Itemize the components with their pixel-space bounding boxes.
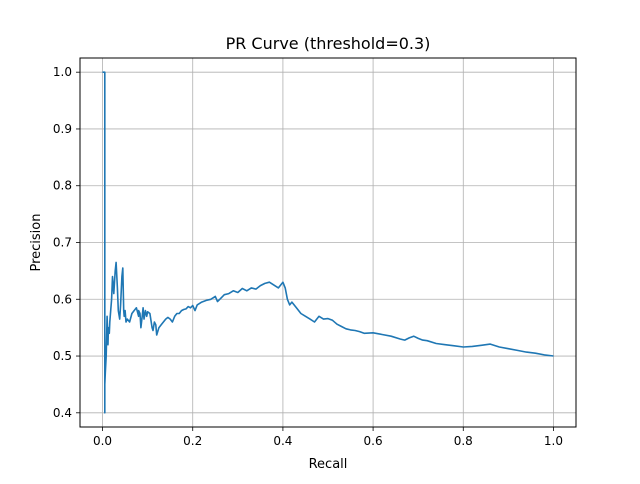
x-axis-label: Recall — [309, 457, 348, 472]
y-tick-label: 0.8 — [53, 179, 72, 193]
y-tick-label: 0.5 — [53, 349, 72, 363]
series-layer — [102, 71, 554, 414]
x-tick-label: 0.4 — [273, 434, 292, 448]
x-tick-label: 0.0 — [93, 434, 112, 448]
x-tick-label: 0.8 — [454, 434, 473, 448]
grid — [80, 58, 576, 427]
x-tick-label: 0.6 — [364, 434, 383, 448]
y-tick-label: 0.7 — [53, 236, 72, 250]
x-axis-ticks: 0.0 0.2 0.4 0.6 0.8 1.0 — [93, 427, 563, 448]
y-axis-ticks: 0.4 0.5 0.6 0.7 0.8 0.9 1.0 — [53, 65, 80, 420]
chart-title: PR Curve (threshold=0.3) — [226, 34, 431, 53]
x-tick-label: 1.0 — [544, 434, 563, 448]
y-axis-label: Precision — [29, 213, 44, 271]
x-tick-label: 0.2 — [183, 434, 202, 448]
y-tick-label: 0.6 — [53, 292, 72, 306]
y-tick-label: 1.0 — [53, 65, 72, 79]
y-tick-label: 0.4 — [53, 406, 72, 420]
pr-curve-line — [102, 71, 554, 414]
y-tick-label: 0.9 — [53, 122, 72, 136]
